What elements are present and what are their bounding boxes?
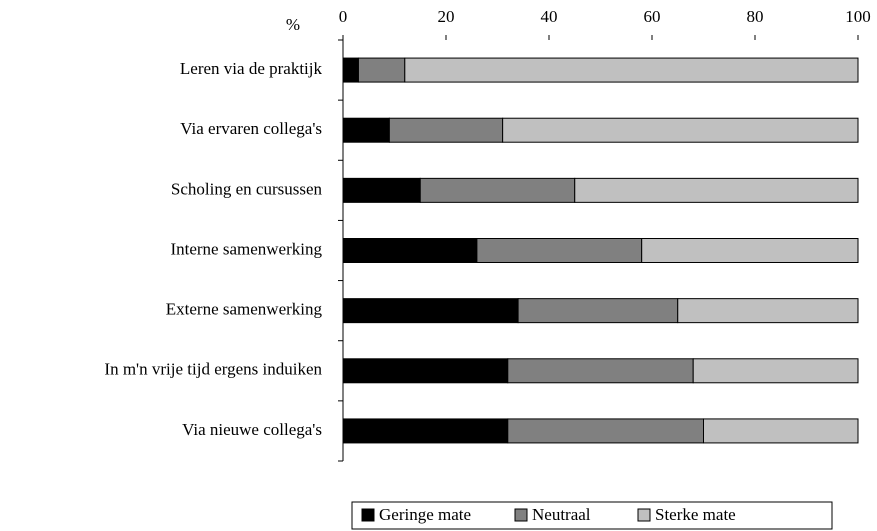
- bar-segment: [357, 57, 406, 83]
- y-tick-label: Externe samenwerking: [166, 300, 323, 319]
- bar-segment: [574, 177, 859, 203]
- axis-unit: %: [286, 15, 300, 34]
- legend-label: Geringe mate: [379, 505, 471, 524]
- bar-segment: [342, 57, 359, 83]
- bar-segment: [342, 177, 421, 203]
- bar-segment: [342, 298, 519, 324]
- y-tick-label: Interne samenwerking: [170, 239, 322, 258]
- bar-segment: [404, 57, 859, 83]
- x-tick-label: 60: [644, 7, 661, 26]
- y-tick-label: Leren via de praktijk: [180, 59, 323, 78]
- legend-swatch: [514, 508, 528, 522]
- y-tick-label: Via ervaren collega's: [180, 119, 322, 138]
- x-tick-label: 0: [339, 7, 348, 26]
- bar-segment: [517, 298, 679, 324]
- y-tick-label: Scholing en cursussen: [171, 179, 323, 198]
- legend-swatch: [637, 508, 651, 522]
- x-tick-label: 20: [438, 7, 455, 26]
- bar-segment: [342, 238, 478, 263]
- y-tick-label: Via nieuwe collega's: [182, 420, 322, 439]
- bar-segment: [692, 358, 859, 384]
- x-tick-label: 80: [747, 7, 764, 26]
- legend-box: [351, 501, 833, 530]
- bar-segment: [342, 117, 390, 143]
- x-tick-label: 100: [845, 7, 871, 26]
- legend-swatch: [361, 508, 375, 522]
- bar-segment: [476, 238, 643, 263]
- y-tick-label: In m'n vrije tijd ergens induiken: [104, 360, 322, 379]
- bar-segment: [342, 418, 509, 444]
- bar-segment: [502, 117, 859, 143]
- x-tick-label: 40: [541, 7, 558, 26]
- bar-segment: [507, 358, 694, 384]
- bar-segment: [677, 298, 859, 324]
- legend-label: Sterke mate: [655, 505, 736, 524]
- bar-segment: [507, 418, 704, 444]
- legend-label: Neutraal: [532, 505, 591, 524]
- bar-segment: [641, 238, 859, 263]
- bar-segment: [342, 358, 509, 384]
- bar-segment: [388, 117, 504, 143]
- bar-segment: [703, 418, 859, 444]
- bar-segment: [419, 177, 576, 203]
